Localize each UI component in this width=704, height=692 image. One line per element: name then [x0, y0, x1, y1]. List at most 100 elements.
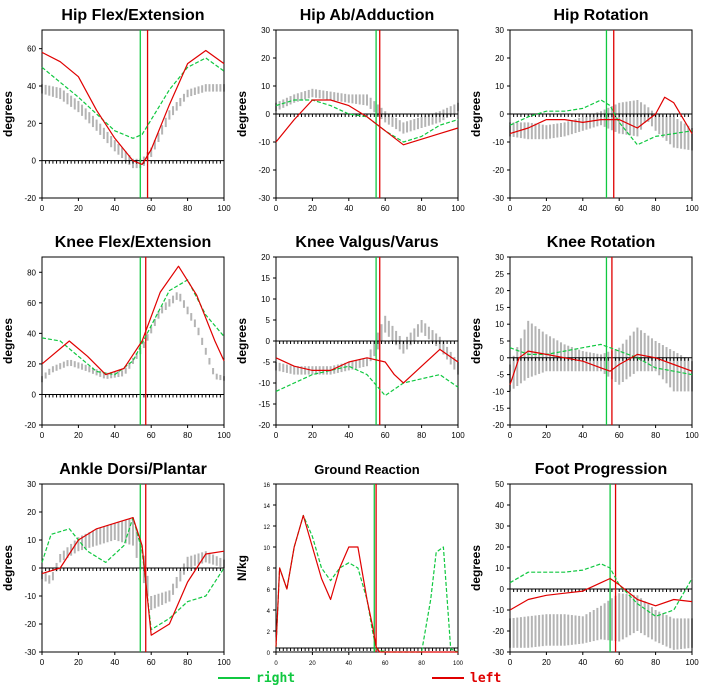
chart-title: Knee Valgus/Varus [295, 234, 438, 251]
normal-band [275, 315, 459, 375]
y-tick-label: 20 [261, 253, 270, 262]
y-tick-label: -30 [24, 648, 36, 657]
x-tick-label: 40 [345, 661, 352, 666]
y-tick-label: 10 [263, 546, 270, 552]
y-tick-label: -10 [258, 379, 270, 388]
x-tick-label: 80 [183, 431, 192, 440]
y-tick-label: 30 [495, 26, 504, 35]
chart-title: Ground Reaction [314, 462, 420, 477]
y-tick-label: 16 [263, 483, 270, 489]
x-tick-label: 60 [615, 431, 624, 440]
x-tick-label: 100 [685, 204, 699, 213]
x-tick-label: 20 [74, 204, 83, 213]
series-right [509, 99, 693, 146]
x-tick-label: 100 [685, 431, 699, 440]
series-right [275, 365, 459, 397]
x-tick-label: 40 [578, 658, 587, 666]
series-left [509, 350, 693, 385]
y-axis-label: degrees [1, 318, 15, 364]
y-tick-label: -15 [492, 404, 504, 413]
x-tick-label: 100 [217, 431, 231, 440]
y-tick-label: -10 [24, 592, 36, 601]
series-right [275, 99, 459, 143]
y-tick-label: 20 [27, 508, 36, 517]
x-tick-label: 20 [308, 431, 317, 440]
chart-title: Ankle Dorsi/Plantar [59, 461, 207, 478]
zero-line-ticks [41, 394, 225, 398]
y-tick-label: 0 [500, 110, 505, 119]
y-tick-label: 15 [495, 303, 504, 312]
normal-band [275, 88, 459, 134]
y-tick-label: -20 [492, 627, 504, 636]
x-tick-label: 100 [453, 661, 464, 666]
x-tick-label: 80 [417, 204, 426, 213]
series-left [509, 577, 693, 611]
y-tick-label: 25 [495, 270, 504, 279]
y-tick-label: 20 [495, 54, 504, 63]
y-tick-label: 5 [266, 316, 271, 325]
x-tick-label: 60 [381, 431, 390, 440]
x-tick-label: 80 [418, 661, 425, 666]
x-tick-label: 0 [40, 431, 45, 440]
y-tick-label: 20 [261, 54, 270, 63]
series-right [275, 514, 459, 653]
x-tick-label: 100 [217, 658, 231, 666]
chart-title: Knee Flex/Extension [55, 234, 212, 251]
zero-line-ticks [275, 341, 459, 344]
x-tick-label: 100 [685, 658, 699, 666]
x-tick-label: 100 [451, 431, 465, 440]
y-axis-label: degrees [235, 91, 249, 137]
y-tick-label: -20 [24, 194, 36, 203]
x-tick-label: 20 [308, 204, 317, 213]
x-tick-label: 0 [508, 658, 513, 666]
y-tick-label: 30 [261, 26, 270, 35]
chart-title: Knee Rotation [547, 234, 655, 251]
series-right [509, 343, 693, 376]
y-tick-label: 10 [261, 295, 270, 304]
x-tick-label: 0 [274, 204, 279, 213]
legend-left-label: left [470, 670, 502, 686]
y-tick-label: 15 [261, 274, 270, 283]
chart-hip-flex-extension: Hip Flex/Extension degrees -20 0 20 40 60 0 20 40… [1, 7, 231, 213]
x-tick-label: 20 [74, 431, 83, 440]
chart-title: Hip Ab/Adduction [300, 7, 435, 24]
x-tick-label: 80 [651, 204, 660, 213]
chart-hip-ab-adduction: Hip Ab/Adduction degrees -30 -20 -10 0 10 20 30 0… [235, 7, 465, 213]
chart-title: Hip Rotation [553, 7, 648, 24]
x-tick-label: 60 [147, 431, 156, 440]
y-tick-label: -10 [492, 138, 504, 147]
y-tick-label: -30 [492, 194, 504, 203]
normal-band [41, 292, 225, 383]
zero-line-ticks [41, 160, 225, 164]
legend-left-swatch [432, 677, 464, 679]
y-tick-label: 0 [500, 585, 505, 594]
normal-band [509, 100, 693, 151]
x-tick-label: 60 [382, 661, 389, 666]
y-tick-label: 20 [27, 119, 36, 128]
y-tick-label: 4 [267, 609, 271, 615]
y-tick-label: 2 [267, 630, 271, 636]
x-tick-label: 100 [217, 204, 231, 213]
y-tick-label: -20 [24, 620, 36, 629]
plot-frame [41, 256, 225, 426]
x-tick-label: 40 [344, 204, 353, 213]
x-tick-label: 40 [110, 431, 119, 440]
x-tick-label: 60 [615, 658, 624, 666]
zero-line-ticks [275, 114, 459, 117]
y-tick-label: 20 [27, 360, 36, 369]
series-right [41, 57, 225, 139]
x-tick-label: 80 [651, 431, 660, 440]
y-axis-label: degrees [469, 91, 483, 137]
chart-title: Foot Progression [535, 461, 667, 478]
y-tick-label: 20 [495, 543, 504, 552]
x-tick-label: 40 [110, 204, 119, 213]
x-tick-label: 0 [40, 658, 45, 666]
x-tick-label: 0 [274, 661, 278, 666]
y-tick-label: -10 [492, 387, 504, 396]
series-left [275, 348, 459, 384]
x-tick-label: 40 [344, 431, 353, 440]
series-left [275, 99, 459, 146]
y-axis-label: degrees [235, 318, 249, 364]
